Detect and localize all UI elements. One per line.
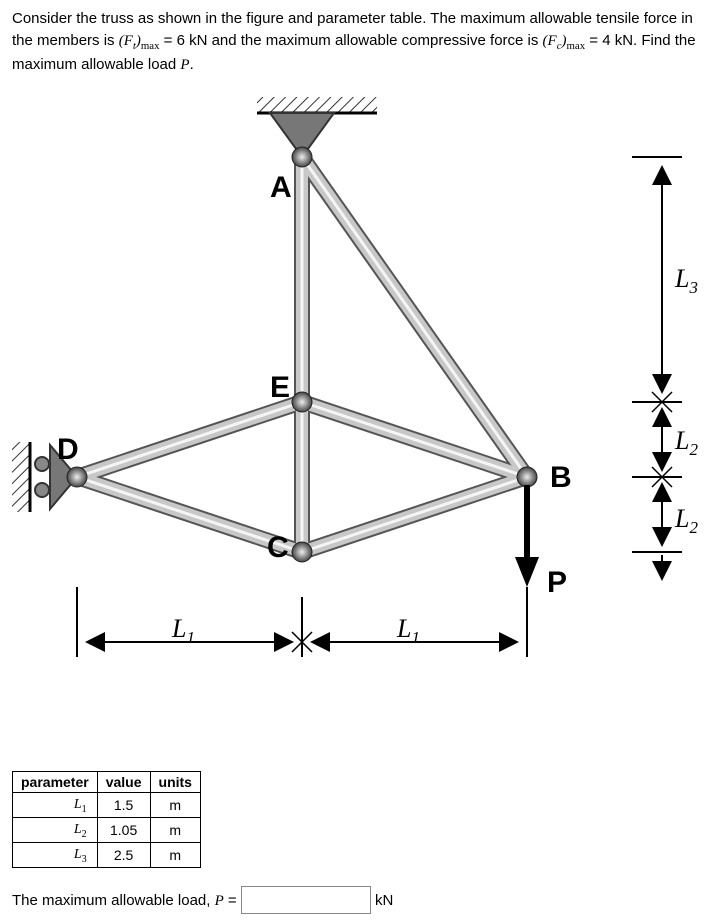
v-L3: 2.5 (97, 842, 150, 867)
dim-L1-left: L1 (171, 614, 195, 647)
p-L3: L3 (74, 847, 87, 862)
v-L2: 1.05 (97, 817, 150, 842)
dim-L2-bot: L2 (674, 504, 698, 537)
mid: and the maximum allowable compressive fo… (207, 32, 542, 49)
dim-L1-right: L1 (396, 614, 420, 647)
answer-eq: = (224, 892, 241, 909)
eq2: = 4 kN (585, 32, 633, 49)
parameter-table: parameter value units L1 1.5 m L2 1.05 m… (12, 771, 201, 867)
answer-P: P (215, 893, 224, 909)
th-parameter: parameter (13, 772, 98, 793)
th-value: value (97, 772, 150, 793)
u-L3: m (150, 842, 200, 867)
answer-input[interactable] (241, 886, 371, 914)
answer-pre: The maximum allowable load, (12, 892, 215, 909)
p-L1: L1 (74, 797, 87, 812)
label-E: E (270, 371, 290, 404)
period: . (190, 56, 194, 73)
roller-2 (35, 483, 49, 497)
P: P (180, 57, 189, 73)
roller-1 (35, 457, 49, 471)
label-P: P (547, 566, 567, 599)
fc-sub-max: max (567, 40, 586, 52)
label-D: D (57, 433, 79, 466)
answer-unit: kN (375, 892, 393, 909)
problem-statement: Consider the truss as shown in the figur… (12, 8, 711, 77)
label-C: C (267, 531, 289, 564)
eq1: = 6 kN (159, 32, 207, 49)
th-units: units (150, 772, 200, 793)
fc-open: (F (543, 33, 557, 49)
dim-L2-top: L2 (674, 426, 698, 459)
load-P (515, 485, 539, 587)
ceiling-hatch (257, 97, 377, 113)
v-L1: 1.5 (97, 793, 150, 818)
label-A: A (270, 171, 292, 204)
u-L2: m (150, 817, 200, 842)
ft-sub-max: max (141, 40, 160, 52)
ft-open: (F (119, 33, 133, 49)
wall-hatch (12, 442, 30, 512)
truss-figure: A E D C B P L1 L1 L3 L2 L2 (12, 87, 712, 767)
dim-L3: L3 (674, 264, 698, 297)
p-L2: L2 (74, 822, 87, 837)
label-B: B (550, 461, 572, 494)
answer-line: The maximum allowable load, P = kN (12, 886, 711, 914)
u-L1: m (150, 793, 200, 818)
